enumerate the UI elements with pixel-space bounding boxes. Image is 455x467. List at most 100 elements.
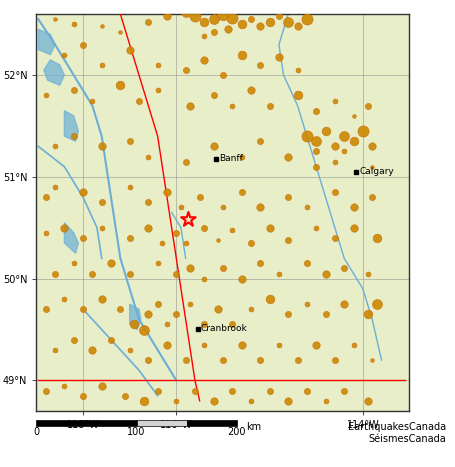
Point: [61, 295, 68, 303]
Point: [145, 356, 152, 364]
Point: [313, 163, 320, 170]
Point: [364, 270, 371, 277]
Point: [313, 148, 320, 155]
Point: [70, 86, 77, 94]
Point: [228, 387, 236, 394]
Point: [145, 311, 152, 318]
Point: [284, 236, 292, 244]
Point: [182, 8, 189, 16]
Point: [284, 397, 292, 404]
Text: EarthquakesCanada: EarthquakesCanada: [348, 422, 446, 432]
Point: [182, 158, 189, 165]
Point: [172, 311, 180, 318]
Point: [340, 265, 348, 272]
Point: [42, 305, 49, 313]
Point: [257, 356, 264, 364]
Text: Banff: Banff: [219, 154, 243, 163]
Point: [266, 387, 273, 394]
Point: [98, 22, 105, 30]
Point: [70, 21, 77, 28]
Point: [201, 18, 208, 26]
Point: [331, 158, 339, 165]
Point: [215, 236, 222, 244]
Point: [126, 270, 133, 277]
Point: [145, 18, 152, 26]
Point: [350, 341, 357, 348]
Point: [257, 22, 264, 30]
Point: [196, 193, 203, 201]
Point: [116, 82, 124, 89]
Point: [294, 92, 301, 99]
Point: [140, 397, 147, 404]
Point: [51, 270, 59, 277]
Point: [219, 10, 227, 18]
Point: [238, 188, 245, 196]
Point: [70, 336, 77, 343]
Point: [313, 137, 320, 145]
Point: [350, 224, 357, 232]
Point: [172, 397, 180, 404]
Point: [98, 382, 105, 389]
Point: [201, 56, 208, 64]
Point: [228, 102, 236, 109]
Point: [107, 260, 115, 267]
Point: [247, 15, 254, 23]
Point: [364, 102, 371, 109]
Point: [187, 300, 194, 308]
Point: [135, 97, 142, 104]
Point: [98, 224, 105, 232]
Point: [303, 15, 310, 23]
Point: [303, 300, 310, 308]
Polygon shape: [130, 304, 141, 330]
Point: [257, 204, 264, 211]
Point: [131, 321, 138, 328]
Point: [350, 204, 357, 211]
Point: [284, 153, 292, 160]
Polygon shape: [64, 223, 78, 253]
Point: [322, 127, 329, 135]
Point: [126, 184, 133, 191]
Point: [284, 193, 292, 201]
Point: [79, 392, 86, 399]
Point: [331, 97, 339, 104]
Point: [266, 224, 273, 232]
Point: [238, 51, 245, 58]
Point: [159, 239, 166, 247]
Point: [266, 295, 273, 303]
Point: [163, 321, 171, 328]
Point: [313, 107, 320, 114]
Point: [266, 18, 273, 26]
Point: [210, 15, 217, 23]
Point: [303, 387, 310, 394]
Point: [275, 270, 283, 277]
Point: [369, 142, 376, 150]
Point: [79, 188, 86, 196]
Point: [201, 341, 208, 348]
Point: [364, 397, 371, 404]
Point: [228, 14, 236, 22]
Point: [89, 97, 96, 104]
Point: [154, 61, 161, 69]
Point: [284, 311, 292, 318]
Text: 0: 0: [33, 427, 40, 437]
Point: [369, 163, 376, 170]
Point: [187, 265, 194, 272]
Point: [163, 341, 171, 348]
Point: [369, 193, 376, 201]
Point: [322, 397, 329, 404]
Point: [210, 28, 217, 36]
Point: [126, 346, 133, 354]
Point: [201, 275, 208, 283]
Point: [61, 51, 68, 58]
Point: [331, 234, 339, 241]
Point: [172, 229, 180, 237]
Point: [61, 224, 68, 232]
Text: Cranbrook: Cranbrook: [201, 324, 248, 333]
Point: [42, 387, 49, 394]
Point: [340, 300, 348, 308]
Point: [89, 346, 96, 354]
Point: [228, 226, 236, 234]
Point: [163, 12, 171, 20]
Point: [275, 53, 283, 61]
Point: [373, 300, 380, 308]
